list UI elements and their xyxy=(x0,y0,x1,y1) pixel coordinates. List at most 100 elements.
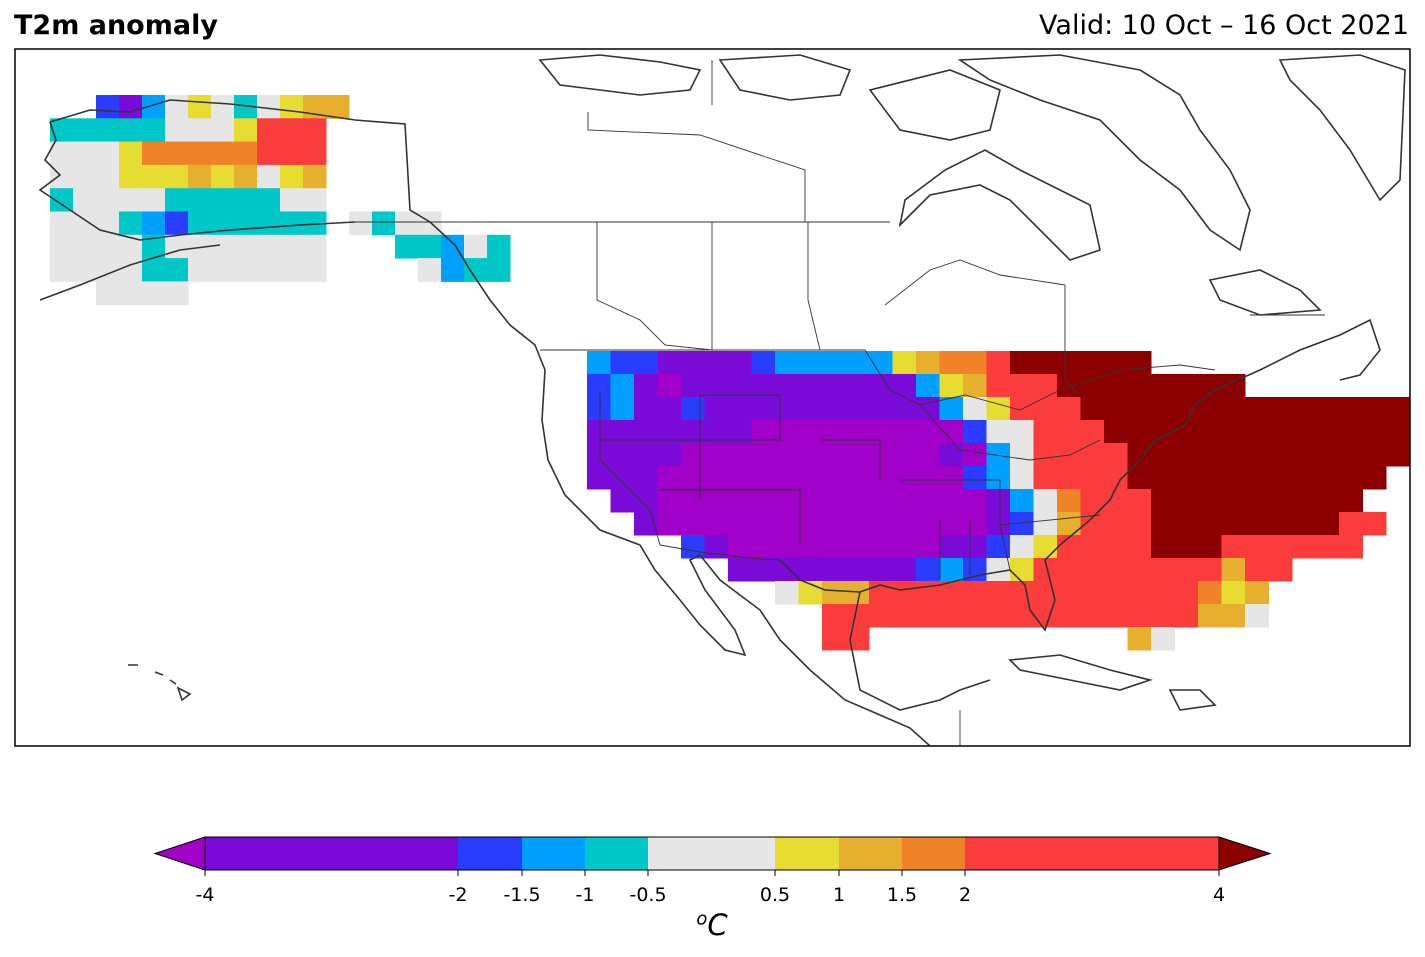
unit-superscript: o xyxy=(696,908,708,930)
anomaly-cell xyxy=(1245,535,1269,559)
anomaly-cell xyxy=(822,397,846,421)
anomaly-cell xyxy=(1151,535,1175,559)
anomaly-cell xyxy=(892,489,917,513)
anomaly-cell xyxy=(751,535,776,559)
anomaly-cell xyxy=(1174,397,1199,421)
anomaly-cell xyxy=(657,397,682,421)
anomaly-cell xyxy=(119,258,143,282)
anomaly-cell xyxy=(1198,420,1222,444)
anomaly-cell xyxy=(681,466,705,490)
anomaly-cell xyxy=(892,351,917,375)
anomaly-cell xyxy=(704,351,729,375)
anomaly-cell xyxy=(303,141,327,166)
anomaly-cell xyxy=(775,558,799,582)
anomaly-cell xyxy=(1151,420,1175,444)
anomaly-cell xyxy=(1057,351,1081,375)
colorbar-bin xyxy=(775,837,839,870)
anomaly-cell xyxy=(916,535,940,559)
anomaly-cell xyxy=(869,604,893,628)
anomaly-cell xyxy=(1010,581,1034,605)
anomaly-cell xyxy=(798,466,823,490)
anomaly-cell xyxy=(188,164,212,189)
anomaly-cell xyxy=(939,374,964,398)
colorbar-tick-label: 4 xyxy=(1212,884,1226,906)
anomaly-cell xyxy=(73,188,97,212)
anomaly-cell xyxy=(1221,558,1246,582)
anomaly-cell xyxy=(986,466,1011,490)
anomaly-cell xyxy=(1080,604,1105,628)
anomaly-cell xyxy=(1151,397,1175,421)
anomaly-cell xyxy=(1245,512,1269,536)
anomaly-cell xyxy=(822,512,846,536)
anomaly-cell xyxy=(845,420,870,444)
unit-base: C xyxy=(707,908,728,942)
anomaly-cell xyxy=(1174,374,1199,398)
anomaly-cell xyxy=(211,188,235,212)
anomaly-cell xyxy=(165,141,189,166)
anomaly-cell xyxy=(1339,443,1363,467)
anomaly-cell xyxy=(1268,420,1293,444)
anomaly-cell xyxy=(822,535,846,559)
anomaly-cell xyxy=(188,141,212,166)
anomaly-cell xyxy=(869,489,893,513)
anomaly-cell xyxy=(1057,512,1081,536)
anomaly-cell xyxy=(165,95,189,119)
anomaly-cell xyxy=(1080,397,1105,421)
anomaly-cell xyxy=(1362,420,1387,444)
anomaly-cell xyxy=(1245,489,1269,513)
anomaly-cell xyxy=(1174,535,1199,559)
colorbar-frame xyxy=(204,836,1220,871)
anomaly-cell xyxy=(916,397,940,421)
anomaly-cell xyxy=(986,351,1011,375)
anomaly-cell xyxy=(73,164,97,189)
anomaly-cell xyxy=(1339,420,1363,444)
anomaly-cell xyxy=(1315,420,1340,444)
anomaly-cell xyxy=(587,374,611,398)
anomaly-cell xyxy=(464,234,488,259)
anomaly-cell xyxy=(869,351,893,375)
anomaly-cell xyxy=(73,118,97,143)
colorbar-bin xyxy=(965,837,1219,870)
anomaly-cell xyxy=(280,164,304,189)
anomaly-cell xyxy=(610,351,635,375)
anomaly-cell xyxy=(728,443,752,467)
anomaly-cell xyxy=(751,558,776,582)
anomaly-cell xyxy=(1127,512,1152,536)
anomaly-cell xyxy=(1292,420,1316,444)
anomaly-cell xyxy=(280,95,304,119)
anomaly-cell xyxy=(1010,420,1034,444)
anomaly-cell xyxy=(1221,489,1246,513)
anomaly-cell xyxy=(257,118,281,143)
anomaly-cells xyxy=(50,95,1410,651)
anomaly-cell xyxy=(257,95,281,119)
anomaly-cell xyxy=(142,188,166,212)
anomaly-cell xyxy=(845,489,870,513)
anomaly-cell xyxy=(939,443,964,467)
anomaly-cell xyxy=(1080,374,1105,398)
anomaly-cell xyxy=(681,420,705,444)
anomaly-cell xyxy=(892,466,917,490)
anomaly-cell xyxy=(1315,535,1340,559)
anomaly-cell xyxy=(96,281,120,306)
anomaly-cell xyxy=(1010,374,1034,398)
anomaly-cell xyxy=(634,420,658,444)
anomaly-cell xyxy=(1151,558,1175,582)
anomaly-cell xyxy=(822,558,846,582)
anomaly-cell xyxy=(1292,512,1316,536)
anomaly-cell xyxy=(1339,535,1363,559)
anomaly-cell xyxy=(986,558,1011,582)
anomaly-cell xyxy=(916,558,940,582)
anomaly-cell xyxy=(1033,489,1058,513)
anomaly-cell xyxy=(986,443,1011,467)
anomaly-cell xyxy=(822,443,846,467)
anomaly-cell xyxy=(1198,466,1222,490)
anomaly-cell xyxy=(657,351,682,375)
anomaly-cell xyxy=(50,234,74,259)
anomaly-cell xyxy=(188,258,212,282)
anomaly-cell xyxy=(681,374,705,398)
anomaly-cell xyxy=(188,95,212,119)
anomaly-cell xyxy=(303,118,327,143)
colorbar-tick-label: -4 xyxy=(195,884,215,906)
anomaly-cell xyxy=(1104,535,1128,559)
